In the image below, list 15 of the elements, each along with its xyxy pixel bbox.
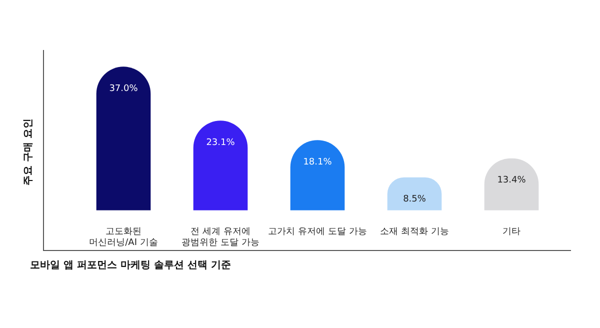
bar (193, 120, 248, 210)
data-label: 23.1% (206, 138, 236, 148)
x-tick-label: 전 세계 유저에 광범위한 도달 가능 (182, 227, 260, 248)
x-tick-label: 고가치 유저에 도달 가능 (268, 227, 367, 238)
x-tick-label: 소재 최적화 기능 (380, 227, 449, 238)
data-label: 37.0% (109, 84, 138, 94)
x-axis-title: 모바일 앱 퍼포먼스 마케팅 솔루션 선택 기준 (30, 259, 231, 272)
bar (387, 177, 442, 210)
data-label: 8.5% (403, 194, 426, 205)
data-label: 18.1% (303, 157, 332, 168)
bar (96, 66, 151, 210)
data-label: 13.4% (497, 176, 526, 186)
x-tick-label: 고도화된 머신러닝/AI 기술 (89, 227, 158, 248)
x-tick-label: 기타 (502, 227, 520, 238)
y-axis-title: 주요 구매 요인 (22, 118, 35, 188)
